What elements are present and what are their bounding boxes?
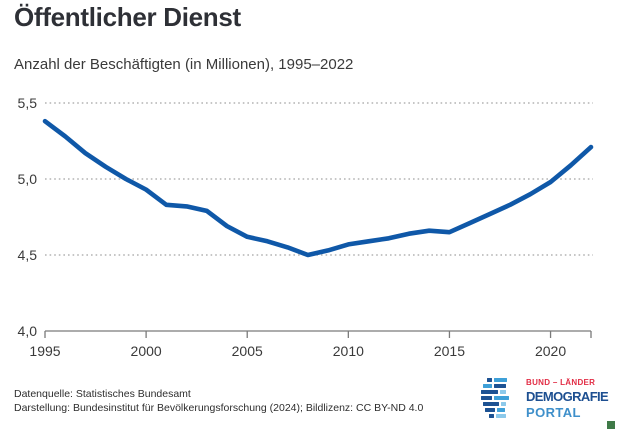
x-tick-label: 2005 — [231, 343, 263, 359]
logo-icon-dash — [481, 396, 492, 400]
logo-icon-row — [481, 384, 521, 388]
logo-bund-laender-text: BUND – LÄNDER — [526, 378, 596, 387]
data-line-beschaeftigte — [42, 118, 594, 258]
demografie-portal-logo: BUND – LÄNDER DEMOGRAFIE PORTAL — [481, 377, 613, 423]
x-tick-label: 2020 — [534, 343, 567, 359]
attribution-license-text: Darstellung: Bundesinstitut für Bevölker… — [14, 401, 424, 414]
footer-credits: Datenquelle: Statistisches Bundesamt Dar… — [14, 388, 423, 415]
logo-icon-dash — [489, 414, 494, 418]
x-tick-label: 2000 — [130, 343, 162, 359]
logo-icon-dash — [496, 414, 506, 418]
logo-icon-dash — [494, 396, 509, 400]
dash-rows-demografie-icon — [481, 378, 521, 421]
logo-icon-dash — [483, 402, 499, 406]
x-tick-label: 1995 — [29, 343, 61, 359]
logo-icon-dash — [487, 378, 492, 382]
logo-icon-dash — [501, 402, 506, 406]
chart-subtitle: Anzahl der Beschäftigten (in Millionen),… — [14, 56, 354, 73]
logo-icon-row — [481, 402, 521, 406]
y-tick-label: 5,5 — [17, 95, 37, 111]
logo-icon-dash — [494, 378, 507, 382]
x-tick-label: 2015 — [433, 343, 466, 359]
logo-icon-dash — [497, 408, 505, 412]
logo-icon-dash — [485, 408, 495, 412]
logo-icon-row — [481, 378, 521, 382]
logo-demografie-text: DEMOGRAFIE — [526, 389, 609, 404]
y-tick-label: 4,5 — [17, 247, 37, 263]
logo-icon-dash — [481, 390, 498, 394]
corner-marker — [607, 421, 615, 429]
logo-portal-text: PORTAL — [526, 405, 581, 420]
logo-icon-row — [481, 396, 521, 400]
y-tick-label: 5,0 — [17, 171, 37, 187]
data-source-text: Datenquelle: Statistisches Bundesamt — [14, 388, 191, 400]
logo-icon-row — [481, 390, 521, 394]
logo-icon-dash — [500, 390, 506, 394]
logo-icon-row — [481, 414, 521, 418]
page-title: Öffentlicher Dienst — [14, 2, 241, 32]
y-tick-label: 4,0 — [17, 323, 37, 339]
logo-icon-dash — [494, 384, 506, 388]
x-tick-label: 2010 — [332, 343, 364, 359]
logo-icon-row — [481, 408, 521, 412]
logo-icon-dash — [483, 384, 492, 388]
